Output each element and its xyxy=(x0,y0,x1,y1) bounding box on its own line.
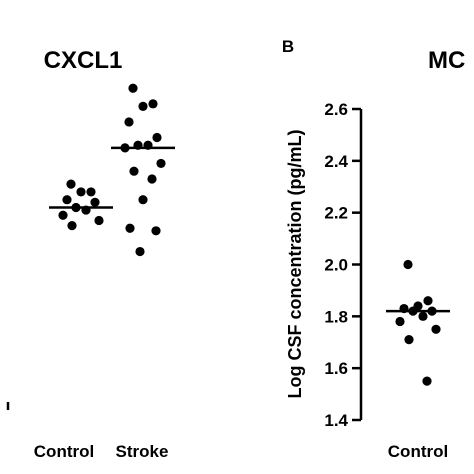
panel-b-y-ticks: 1.4 1.6 1.8 2.0 2.2 2.4 2.6 xyxy=(324,100,361,430)
panel-b-y-tick-label: 2.6 xyxy=(324,100,348,119)
panel-b-point xyxy=(431,324,441,334)
panel-b-title: MC xyxy=(428,47,465,74)
panel-b-category-control: Control xyxy=(388,442,448,461)
panel-a-point xyxy=(156,158,166,169)
panel-a-point xyxy=(86,187,96,197)
panel-a-point xyxy=(58,210,68,220)
panel-a-point xyxy=(76,187,86,197)
panel-a-title: CXCL1 xyxy=(44,47,123,74)
panel-b-y-tick-label: 2.2 xyxy=(324,204,348,223)
panel-a-point xyxy=(94,215,104,226)
panel-a-point xyxy=(148,99,158,109)
panel-a-point xyxy=(67,221,77,231)
panel-a-point xyxy=(152,132,162,143)
panel-a-point xyxy=(138,101,148,112)
panel-a-point xyxy=(128,83,138,93)
panel-b-point xyxy=(404,335,414,345)
panel-a-point xyxy=(129,166,139,176)
panel-b-y-axis-label: Log CSF concentration (pg/mL) xyxy=(285,130,305,399)
panel-a-point xyxy=(90,197,100,207)
panel-b-point xyxy=(403,259,413,270)
panel-a-category-control: Control xyxy=(34,442,94,461)
panel-a-point xyxy=(124,117,134,127)
panel-b-point xyxy=(423,296,433,306)
panel-b-points xyxy=(386,259,450,386)
panel-a-point xyxy=(62,195,72,205)
panel-b-y-tick-label: 1.4 xyxy=(324,411,348,430)
panel-a-points xyxy=(49,83,175,257)
panel-a-point xyxy=(66,179,76,189)
panel-b-y-tick-label: 1.8 xyxy=(324,307,348,326)
panel-b-y-tick-label: 2.4 xyxy=(324,152,348,171)
panel-b-label: B xyxy=(282,37,294,56)
panel-b-point xyxy=(395,316,405,327)
panel-a-category-stroke: Stroke xyxy=(116,442,169,461)
panel-a-point xyxy=(138,195,148,205)
panel-b-point xyxy=(418,311,428,321)
panel-a-point xyxy=(147,174,157,184)
panel-a-point xyxy=(125,223,135,233)
panel-a-point xyxy=(151,226,161,236)
panel-b-y-tick-label: 2.0 xyxy=(324,256,348,275)
panel-b-point xyxy=(422,376,432,386)
panel-b-y-tick-label: 1.6 xyxy=(324,359,348,378)
panel-a-point xyxy=(135,246,145,257)
